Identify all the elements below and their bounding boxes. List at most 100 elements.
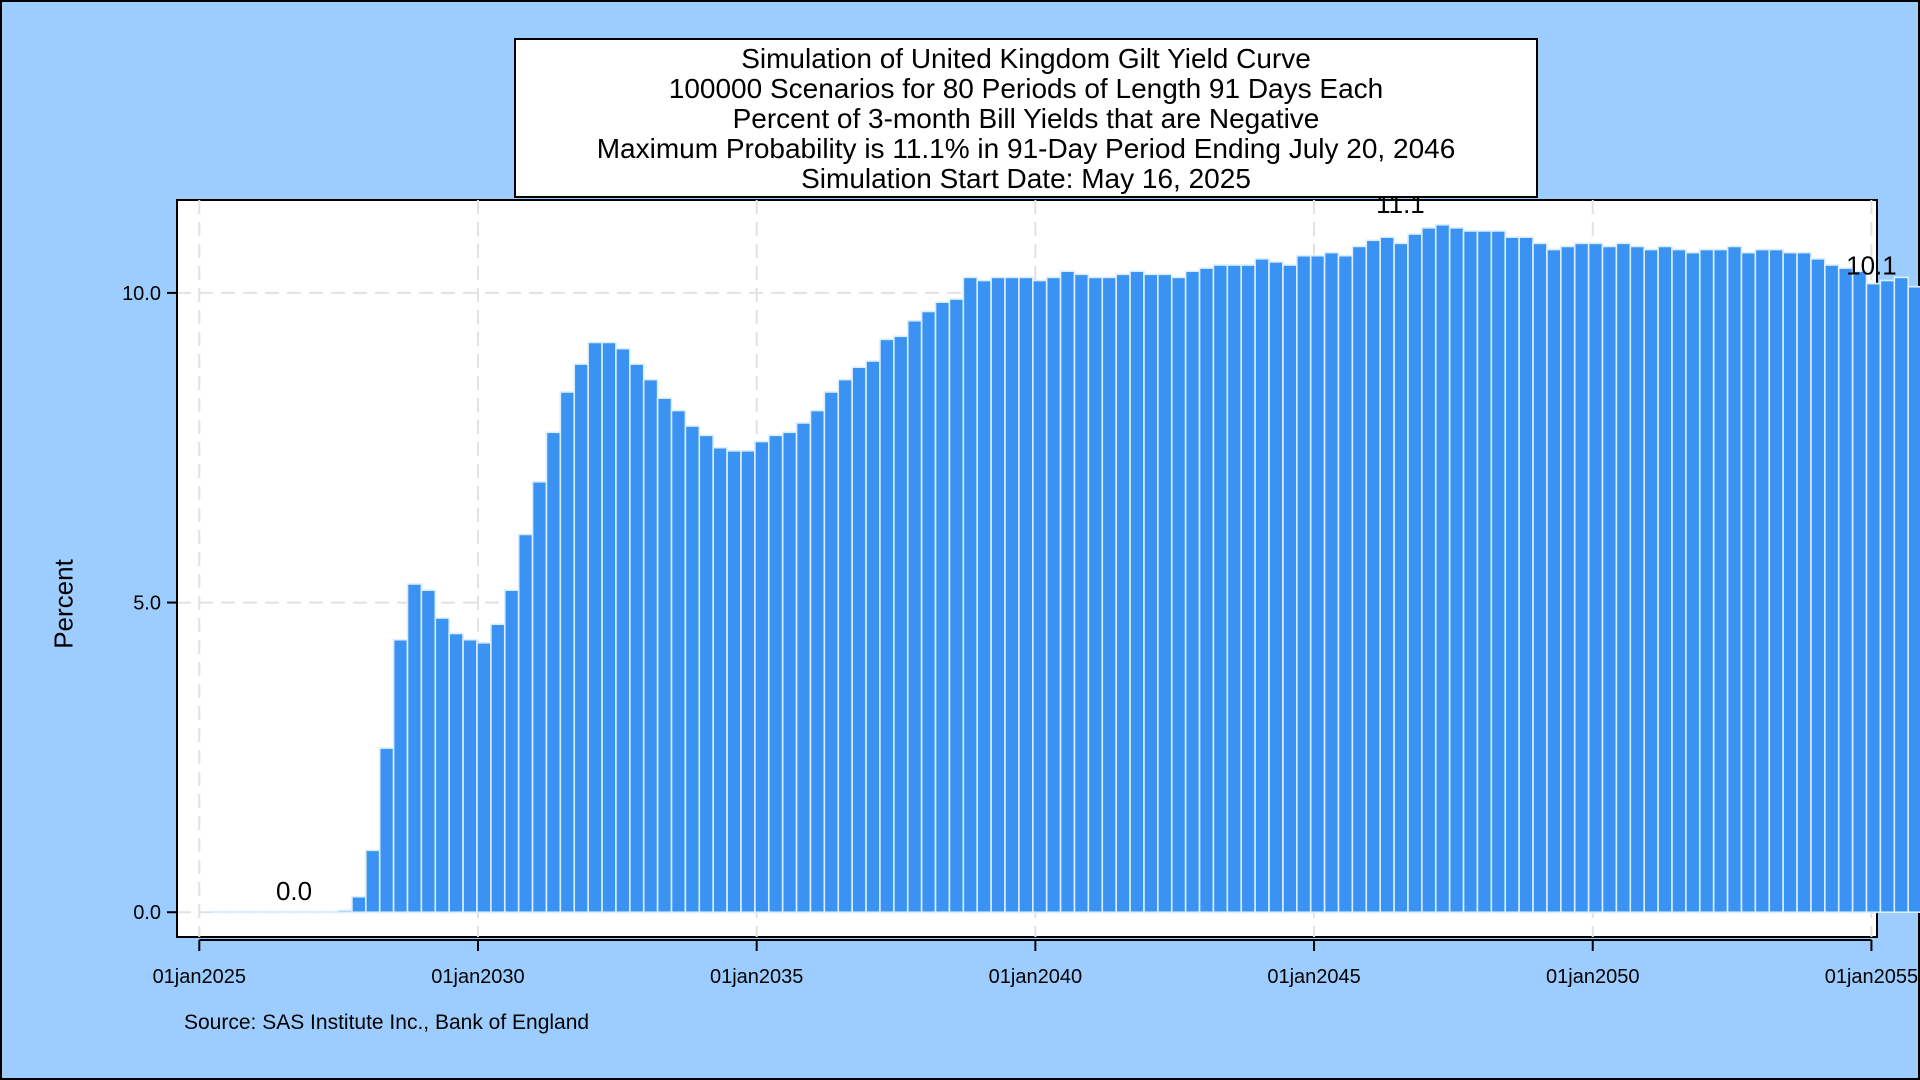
bar xyxy=(267,910,284,914)
bar xyxy=(1476,230,1493,914)
source-note: Source: SAS Institute Inc., Bank of Engl… xyxy=(184,1011,590,1034)
bar xyxy=(1768,248,1784,914)
bar xyxy=(1851,270,1868,914)
bar xyxy=(531,480,548,914)
bar xyxy=(1671,248,1687,914)
bar xyxy=(1754,248,1771,914)
bar xyxy=(642,378,659,914)
bar xyxy=(434,617,450,914)
x-axis: 01jan2025 01jan2030 01jan2035 01jan2040 01ja… xyxy=(153,939,1918,988)
bar xyxy=(1532,242,1548,914)
bar xyxy=(1365,239,1381,914)
bar xyxy=(712,446,728,914)
bar xyxy=(420,589,437,914)
bar xyxy=(1796,251,1812,914)
chart-title-box: Simulation of United Kingdom Gilt Yield … xyxy=(514,38,1538,198)
bar xyxy=(1643,248,1659,914)
bar xyxy=(1601,245,1618,914)
chart-subtitle-scenarios: 100000 Scenarios for 80 Periods of Lengt… xyxy=(668,73,1384,104)
bar xyxy=(1824,264,1840,914)
bar xyxy=(1837,267,1854,914)
y-tick-label: 5.0 xyxy=(133,593,161,615)
bar xyxy=(1907,285,1920,914)
bar xyxy=(670,409,687,914)
bar xyxy=(1504,236,1520,914)
bar xyxy=(559,391,576,914)
bar xyxy=(212,910,228,914)
bar xyxy=(1240,264,1256,914)
bar xyxy=(837,378,853,914)
x-tick-label: 01jan2025 xyxy=(153,966,246,988)
data-label: 10.1 xyxy=(1846,251,1897,281)
bar xyxy=(976,279,992,914)
bar xyxy=(795,422,812,914)
bar xyxy=(615,347,631,914)
bar xyxy=(1115,273,1131,914)
bar xyxy=(823,391,840,914)
bar xyxy=(503,589,520,914)
bar xyxy=(281,910,298,914)
bar xyxy=(1657,245,1673,914)
bar xyxy=(1434,223,1451,914)
bar xyxy=(1490,230,1507,914)
bar xyxy=(1198,267,1215,914)
bar xyxy=(587,341,603,914)
bar xyxy=(1573,242,1590,914)
bar xyxy=(962,276,979,914)
bar xyxy=(490,623,506,914)
bar xyxy=(601,341,617,914)
x-tick-label: 01jan2040 xyxy=(989,966,1082,988)
bar xyxy=(726,450,742,914)
bar xyxy=(906,319,923,914)
bar xyxy=(1296,254,1312,914)
y-tick-label: 10.0 xyxy=(122,283,161,305)
bar xyxy=(323,910,339,914)
bar xyxy=(1448,227,1465,914)
bar xyxy=(1407,233,1423,914)
bar xyxy=(1254,258,1270,914)
y-axis-label: Percent xyxy=(48,559,79,649)
bar-series xyxy=(212,223,1920,914)
bar xyxy=(684,425,701,914)
bar xyxy=(740,450,756,914)
annotations: 0.011.110.1 xyxy=(276,189,1897,906)
bar xyxy=(476,642,492,914)
bar xyxy=(851,366,867,914)
bar xyxy=(1045,276,1062,914)
x-tick-label: 01jan2050 xyxy=(1546,966,1639,988)
data-label: 0.0 xyxy=(276,876,312,906)
bar xyxy=(226,910,242,914)
chart-subtitle-measure: Percent of 3-month Bill Yields that are … xyxy=(732,103,1320,134)
bar xyxy=(1351,245,1368,914)
bar xyxy=(1421,227,1437,914)
bar xyxy=(1587,242,1604,914)
bar xyxy=(1546,248,1562,914)
chart-subtitle-maximum: Maximum Probability is 11.1% in 91-Day P… xyxy=(596,133,1456,164)
bar xyxy=(990,276,1006,914)
bar xyxy=(1073,273,1090,914)
bar xyxy=(1810,258,1826,914)
bar xyxy=(656,397,673,914)
bar xyxy=(1087,276,1104,914)
bar xyxy=(1143,273,1159,914)
bar xyxy=(1379,236,1395,914)
bar xyxy=(767,434,784,914)
bar xyxy=(295,910,312,914)
bar xyxy=(448,632,464,914)
bar xyxy=(1337,254,1354,914)
bar xyxy=(948,298,965,914)
bar xyxy=(1309,254,1326,914)
bar xyxy=(1518,236,1534,914)
bar xyxy=(865,360,881,914)
y-tick-label: 0.0 xyxy=(133,902,161,924)
bar xyxy=(1184,270,1201,914)
bar xyxy=(1462,230,1479,914)
bar xyxy=(754,440,770,914)
bar xyxy=(365,849,381,914)
chart-subtitle-start-date: Simulation Start Date: May 16, 2025 xyxy=(801,163,1251,194)
bar xyxy=(1740,251,1757,914)
bar xyxy=(809,409,826,914)
bar xyxy=(1101,276,1117,914)
bar xyxy=(893,335,909,914)
